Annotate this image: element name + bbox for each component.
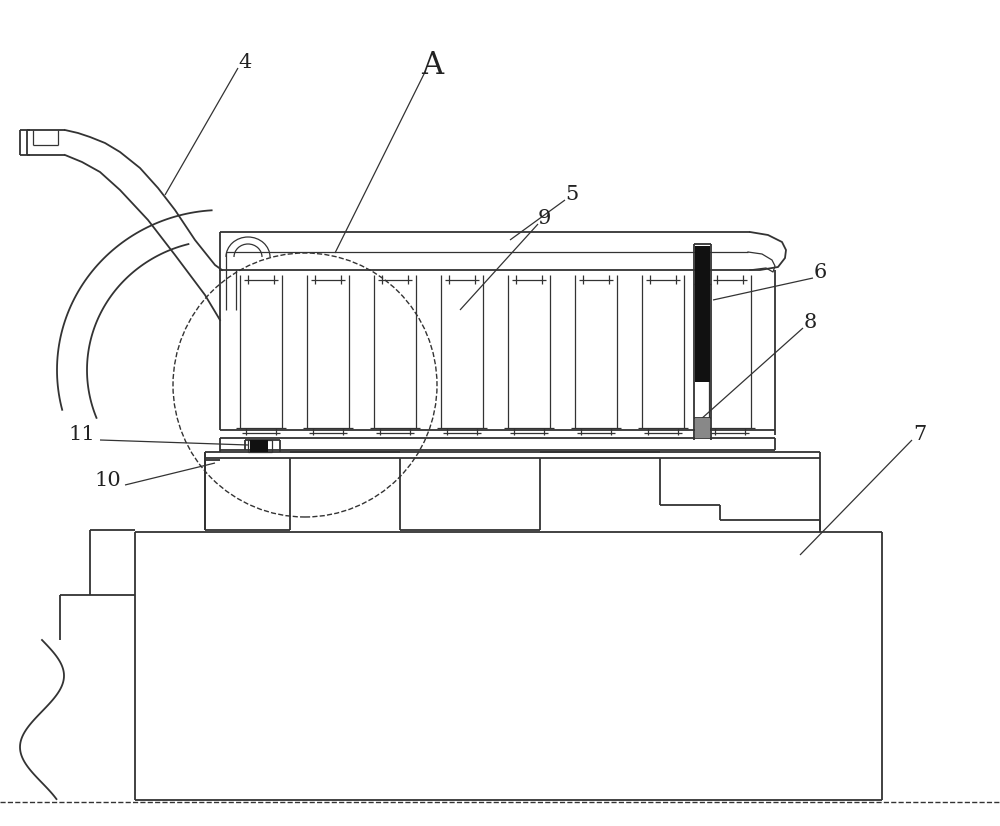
Bar — [695, 418, 710, 438]
Text: 7: 7 — [913, 425, 927, 444]
Text: 9: 9 — [537, 208, 551, 227]
Text: 11: 11 — [69, 425, 95, 444]
Text: 4: 4 — [238, 53, 252, 72]
Bar — [695, 246, 710, 382]
Text: 10: 10 — [95, 471, 121, 490]
Text: 5: 5 — [565, 186, 579, 205]
Text: A: A — [421, 50, 443, 80]
Bar — [250, 440, 268, 452]
Text: 8: 8 — [803, 312, 817, 331]
Text: 6: 6 — [813, 263, 827, 282]
